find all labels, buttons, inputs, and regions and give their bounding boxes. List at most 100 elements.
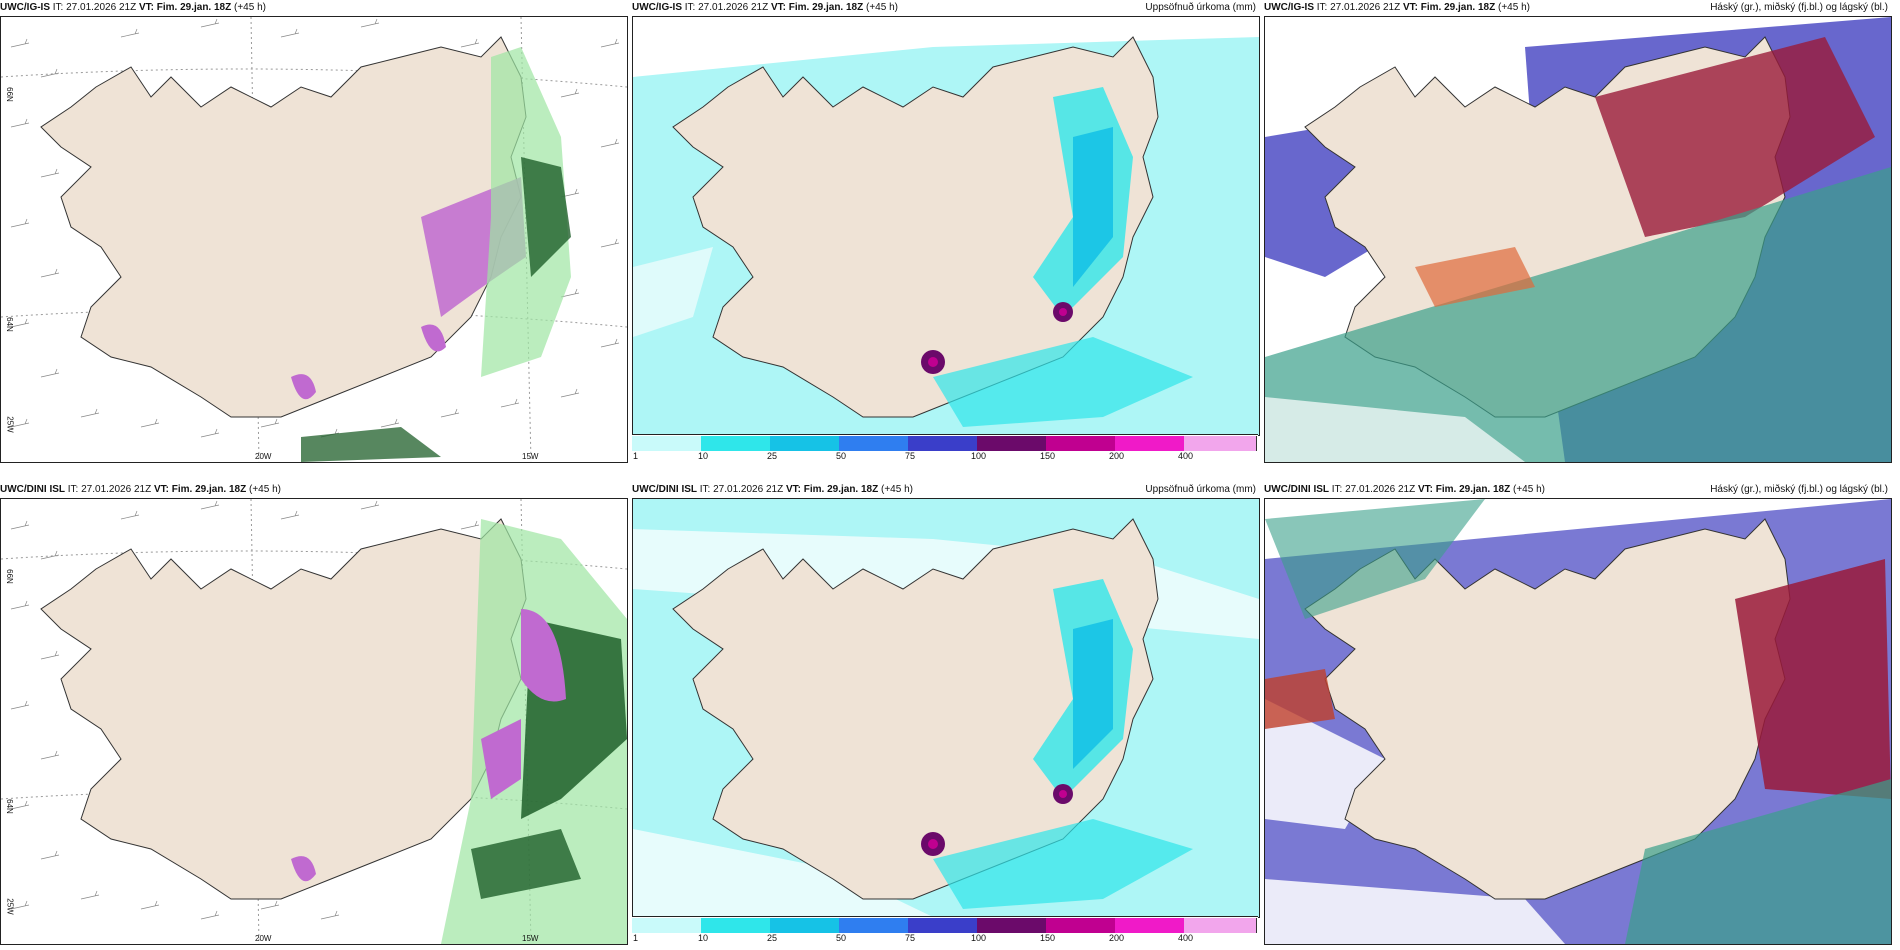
it-value: 27.01.2026 21Z: [1330, 2, 1401, 13]
model-name: UWC/IG-IS: [1264, 2, 1314, 13]
vt-value: Fim. 29.jan. 18Z: [156, 2, 232, 13]
colorbar-tick: 400: [1178, 451, 1194, 461]
it-value: 27.01.2026 21Z: [1345, 484, 1416, 495]
colorbar-tick: 150: [1040, 451, 1056, 461]
vt-value: Fim. 29.jan. 18Z: [1435, 484, 1511, 495]
lead-time: (+45 h): [881, 484, 913, 495]
iceland-land: [40, 36, 527, 418]
wind-map: [0, 498, 628, 945]
panel-header: UWC/IG-IS IT: 27.01.2026 21Z VT: Fim. 29…: [1264, 0, 1892, 16]
colorbar-swatch: [1115, 918, 1185, 933]
it-prefix: IT:: [67, 484, 79, 495]
it-prefix: IT:: [1316, 2, 1328, 13]
it-prefix: IT:: [699, 484, 711, 495]
colorbar-tick: 50: [836, 933, 847, 943]
model-name: UWC/IG-IS: [632, 2, 682, 13]
model-name: UWC/DINI ISL: [0, 484, 65, 495]
colorbar-swatch: [839, 918, 909, 933]
precip-title: Uppsöfnuð úrkoma (mm): [1145, 2, 1256, 13]
lat-label-64n: 64N: [4, 317, 14, 332]
precip-title: Uppsöfnuð úrkoma (mm): [1145, 484, 1256, 495]
lat-label-25w: 25W: [5, 416, 15, 433]
colorbar-swatch: [632, 918, 702, 933]
cloud-map: [1264, 16, 1892, 463]
lead-time: (+45 h): [1498, 2, 1530, 13]
panel-igis-precip: UWC/IG-IS IT: 27.01.2026 21Z VT: Fim. 29…: [632, 0, 1260, 463]
cloud-map: [1264, 498, 1892, 945]
panel-header: UWC/IG-IS IT: 27.01.2026 21Z VT: Fim. 29…: [0, 0, 628, 16]
iceland-land: [1304, 518, 1791, 900]
it-value: 27.01.2026 21Z: [81, 484, 152, 495]
colorbar-swatch: [701, 918, 771, 933]
lat-label-66n: 66N: [4, 569, 14, 584]
colorbar-swatch: [1184, 436, 1257, 451]
model-name: UWC/DINI ISL: [632, 484, 697, 495]
it-value: 27.01.2026 21Z: [713, 484, 784, 495]
lat-label-66n: 66N: [4, 87, 14, 102]
vt-prefix: VT:: [138, 2, 154, 13]
iceland-land: [672, 36, 1159, 418]
it-value: 27.01.2026 21Z: [66, 2, 137, 13]
colorbar-swatch: [632, 436, 702, 451]
colorbar-tick: 10: [698, 451, 709, 461]
precip-map: [632, 498, 1260, 918]
colorbar-swatch: [701, 436, 771, 451]
colorbar-tick: 100: [971, 451, 987, 461]
lon-label-15w: 15W: [522, 934, 539, 943]
vt-prefix: VT:: [1402, 2, 1418, 13]
colorbar-swatch: [908, 436, 978, 451]
it-prefix: IT:: [52, 2, 64, 13]
lat-label-25w: 25W: [5, 898, 15, 915]
panel-dini-wind: UWC/DINI ISL IT: 27.01.2026 21Z VT: Fim.…: [0, 482, 628, 945]
colorbar-tick: 75: [905, 933, 916, 943]
precip-colorbar: 1 10 25 50 75 100 150 200 400: [632, 434, 1258, 461]
colorbar-swatch: [1115, 436, 1185, 451]
model-name: UWC/IG-IS: [0, 2, 50, 13]
colorbar-tick: 1: [633, 933, 639, 943]
panel-igis-cloud: UWC/IG-IS IT: 27.01.2026 21Z VT: Fim. 29…: [1264, 0, 1892, 463]
colorbar-tick: 100: [971, 933, 987, 943]
iceland-land: [672, 518, 1159, 900]
wind-barbs: [10, 500, 480, 920]
panel-header: UWC/DINI ISL IT: 27.01.2026 21Z VT: Fim.…: [632, 482, 1260, 498]
lon-label-20w: 20W: [255, 934, 272, 943]
cloud-title: Háský (gr.), miðský (fj.bl.) og lágský (…: [1710, 2, 1888, 13]
vt-value: Fim. 29.jan. 18Z: [788, 2, 864, 13]
lead-time: (+45 h): [1513, 484, 1545, 495]
colorbar-tick: 75: [905, 451, 916, 461]
wind-map: [0, 16, 628, 463]
vt-value: Fim. 29.jan. 18Z: [171, 484, 247, 495]
lat-label-64n: 64N: [4, 799, 14, 814]
lead-time: (+45 h): [866, 2, 898, 13]
panel-header: UWC/DINI ISL IT: 27.01.2026 21Z VT: Fim.…: [1264, 482, 1892, 498]
colorbar-swatch: [1046, 918, 1116, 933]
precip-map: [632, 16, 1260, 436]
colorbar-tick: 10: [698, 933, 709, 943]
cloud-title: Háský (gr.), miðský (fj.bl.) og lágský (…: [1710, 484, 1888, 495]
colorbar-swatch: [770, 918, 840, 933]
panel-dini-cloud: UWC/DINI ISL IT: 27.01.2026 21Z VT: Fim.…: [1264, 482, 1892, 945]
colorbar-tick: 200: [1109, 451, 1125, 461]
lon-label-15w: 15W: [522, 452, 539, 461]
colorbar-swatch: [839, 436, 909, 451]
vt-value: Fim. 29.jan. 18Z: [1420, 2, 1496, 13]
panel-igis-wind: UWC/IG-IS IT: 27.01.2026 21Z VT: Fim. 29…: [0, 0, 628, 463]
vt-prefix: VT:: [153, 484, 169, 495]
precip-type-areas: [291, 519, 627, 944]
colorbar-tick: 25: [767, 451, 778, 461]
colorbar-swatch: [1046, 436, 1116, 451]
model-name: UWC/DINI ISL: [1264, 484, 1329, 495]
vt-prefix: VT:: [1417, 484, 1433, 495]
it-prefix: IT:: [1331, 484, 1343, 495]
colorbar-tick: 200: [1109, 933, 1125, 943]
panel-header: UWC/DINI ISL IT: 27.01.2026 21Z VT: Fim.…: [0, 482, 628, 498]
vt-prefix: VT:: [785, 484, 801, 495]
lead-time: (+45 h): [234, 2, 266, 13]
precip-type-areas: [291, 47, 571, 462]
precip-colorbar: 1 10 25 50 75 100 150 200 400: [632, 916, 1258, 943]
lead-time: (+45 h): [249, 484, 281, 495]
it-prefix: IT:: [684, 2, 696, 13]
colorbar-swatch: [977, 918, 1047, 933]
colorbar-tick: 1: [633, 451, 639, 461]
panel-header: UWC/IG-IS IT: 27.01.2026 21Z VT: Fim. 29…: [632, 0, 1260, 16]
